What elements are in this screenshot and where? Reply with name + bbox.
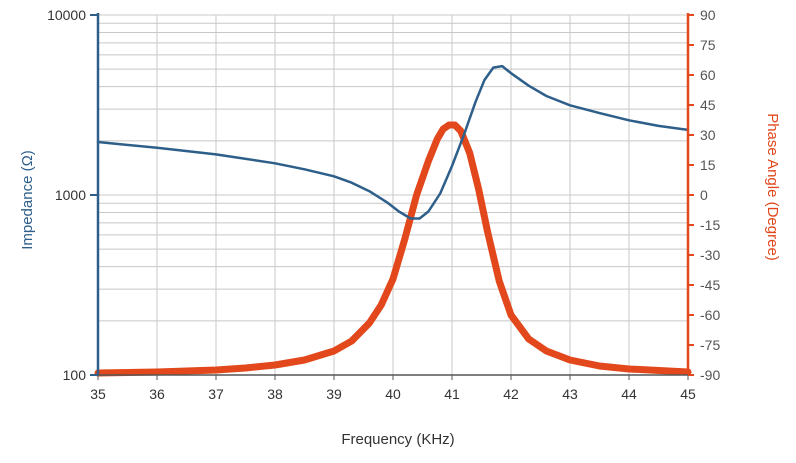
x-tick-label: 44 — [621, 386, 637, 402]
impedance-line — [96, 64, 690, 220]
tick-labels: 35 36 37 38 39 40 41 42 43 44 45 100 1000 10000 90 75 60… — [47, 7, 720, 402]
phase-angle-line — [94, 121, 692, 377]
right-tick-label: 90 — [700, 7, 716, 23]
x-axis-label: Frequency (KHz) — [341, 431, 454, 448]
right-tick-label: 60 — [700, 67, 716, 83]
series-layer — [94, 64, 692, 377]
left-tick-label: 100 — [63, 367, 87, 383]
x-tick-label: 39 — [326, 386, 342, 402]
right-axis-label: Phase Angle (Degree) — [764, 113, 781, 261]
x-tick-label: 40 — [385, 386, 401, 402]
right-tick-label: 15 — [700, 157, 716, 173]
x-tick-label: 43 — [562, 386, 578, 402]
right-tick-label: -75 — [700, 337, 720, 353]
right-tick-label: -30 — [700, 247, 720, 263]
x-tick-label: 36 — [149, 386, 165, 402]
grid-layer — [97, 14, 689, 376]
x-tick-label: 38 — [267, 386, 283, 402]
right-tick-label: -15 — [700, 217, 720, 233]
x-tick-label: 45 — [680, 386, 696, 402]
right-tick-label: 0 — [700, 187, 708, 203]
x-tick-label: 41 — [444, 386, 460, 402]
left-tick-label: 10000 — [47, 7, 86, 23]
left-tick-label: 1000 — [55, 187, 86, 203]
x-tick-label: 37 — [208, 386, 224, 402]
right-tick-label: -45 — [700, 277, 720, 293]
left-axis-label: Impedance (Ω) — [19, 150, 36, 250]
right-tick-label: 45 — [700, 97, 716, 113]
right-tick-label: -60 — [700, 307, 720, 323]
right-tick-label: 75 — [700, 37, 716, 53]
x-tick-label: 35 — [90, 386, 106, 402]
x-tick-label: 42 — [503, 386, 519, 402]
right-tick-label: 30 — [700, 127, 716, 143]
right-tick-label: -90 — [700, 367, 720, 383]
